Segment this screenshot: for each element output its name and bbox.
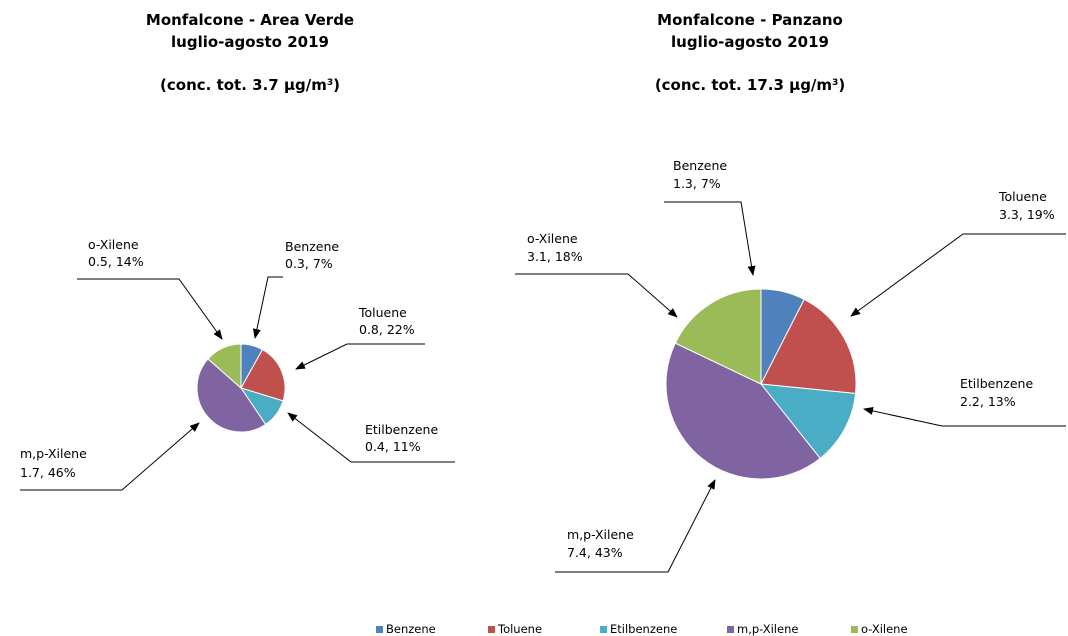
chart-2-label-benzene-value: 1.3, 7%: [673, 176, 721, 191]
chart-2-subtitle: luglio-agosto 2019: [671, 33, 829, 51]
chart-1-slice-mpxilene: [196, 358, 267, 433]
chart-2-slice-etilbenzene: [759, 383, 857, 460]
legend-swatch-etilbenzene: [600, 626, 607, 633]
chart-1-label-benzene-value: 0.3, 7%: [285, 256, 333, 271]
chart-1-leader-mpxilene: [20, 422, 200, 491]
legend-label-benzene: Benzene: [386, 622, 436, 636]
chart-2-label-oxilene-name: o-Xilene: [527, 231, 578, 246]
chart-1-leader-oxilene: [77, 278, 223, 340]
chart-1-pie: [196, 343, 286, 433]
chart-2-slice-mpxilene: [665, 342, 821, 480]
chart-1-label-mpxilene-value: 1.7, 46%: [20, 465, 76, 480]
chart-2-slice-toluene: [760, 298, 857, 395]
chart-1-concentration-prefix: (conc. tot. 3.7: [160, 76, 284, 94]
chart-1-concentration-suffix: ): [333, 76, 340, 94]
chart-2-leader-mpxilene: [555, 479, 716, 573]
chart-2-concentration-suffix: ): [838, 76, 845, 94]
chart-1-label-mpxilene-name: m,p-Xilene: [20, 446, 87, 461]
chart-1-subtitle: luglio-agosto 2019: [171, 33, 329, 51]
chart-1-leader-etilbenzene: [287, 412, 455, 463]
chart-2-label-mpxilene-value: 7.4, 43%: [567, 545, 623, 560]
chart-1-slice-oxilene: [207, 343, 242, 390]
chart-1-label-oxilene-value: 0.5, 14%: [88, 254, 144, 269]
chart-1-leader-toluene: [295, 343, 425, 370]
chart-2-concentration-unit-superscript: 3: [832, 78, 838, 88]
chart-1-label-benzene-name: Benzene: [285, 239, 339, 254]
chart-1-label-toluene-value: 0.8, 22%: [359, 322, 415, 337]
chart-2-label-benzene-name: Benzene: [673, 158, 727, 173]
chart-2-concentration: (conc. tot. 17.3 µg/m3): [655, 76, 845, 94]
chart-2-label-toluene-value: 3.3, 19%: [999, 207, 1055, 222]
chart-2-labels: Benzene 1.3, 7% Toluene 3.3, 19% Etilben…: [515, 158, 1066, 573]
chart-2-leader-benzene: [664, 201, 756, 276]
legend-swatch-toluene: [488, 626, 495, 633]
chart-2-pie: [665, 288, 857, 480]
chart-1-leader-benzene: [252, 276, 283, 339]
chart-1-concentration-unit: µg/m: [284, 76, 327, 94]
legend-label-toluene: Toluene: [497, 622, 542, 636]
chart-2-leader-oxilene: [515, 273, 678, 318]
chart-2-leader-toluene: [850, 233, 1066, 317]
chart-2-title: Monfalcone - Panzano: [657, 11, 843, 29]
chart-2-label-etilbenzene-name: Etilbenzene: [960, 376, 1033, 391]
chart-1-label-toluene-name: Toluene: [358, 305, 407, 320]
chart-1-title: Monfalcone - Area Verde: [146, 11, 354, 29]
legend-swatch-benzene: [376, 626, 383, 633]
chart-2-leader-etilbenzene: [863, 407, 1066, 427]
legend-swatch-oxilene: [851, 626, 858, 633]
chart-1-label-etilbenzene-name: Etilbenzene: [365, 422, 438, 437]
chart-1-labels: Benzene 0.3, 7% Toluene 0.8, 22% Etilben…: [20, 237, 455, 491]
chart-1-label-etilbenzene-value: 0.4, 11%: [365, 439, 421, 454]
legend-label-mpxilene: m,p-Xilene: [737, 622, 798, 636]
chart-1-label-oxilene-name: o-Xilene: [88, 237, 139, 252]
legend: Benzene Toluene Etilbenzene m,p-Xilene o…: [376, 622, 908, 636]
chart-1-concentration: (conc. tot. 3.7 µg/m3): [160, 76, 340, 94]
legend-label-etilbenzene: Etilbenzene: [610, 622, 677, 636]
chart-2-concentration-unit: µg/m: [789, 76, 832, 94]
chart-2-label-mpxilene-name: m,p-Xilene: [567, 527, 634, 542]
legend-swatch-mpxilene: [727, 626, 734, 633]
chart-2-label-oxilene-value: 3.1, 18%: [527, 249, 583, 264]
chart-2-label-etilbenzene-value: 2.2, 13%: [960, 394, 1016, 409]
legend-label-oxilene: o-Xilene: [861, 622, 908, 636]
chart-2-slice-oxilene: [674, 288, 762, 385]
chart-2-label-toluene-name: Toluene: [998, 189, 1047, 204]
chart-1-slice-toluene: [240, 348, 286, 402]
chart-1-concentration-unit-superscript: 3: [327, 78, 333, 88]
chart-2-concentration-prefix: (conc. tot. 17.3: [655, 76, 789, 94]
